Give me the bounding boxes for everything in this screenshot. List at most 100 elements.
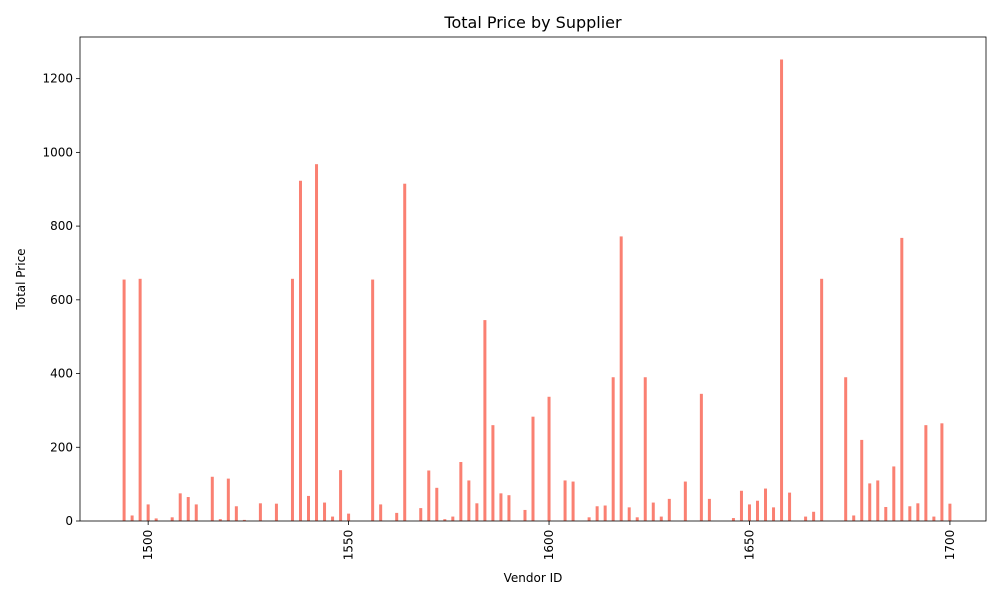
bar-vendor-1518 [218,519,222,521]
bar-vendor-1616 [611,377,615,521]
bar-vendor-1652 [756,500,759,521]
bar-vendor-1544 [323,502,327,521]
y-axis-label: Total Price [14,248,28,310]
bar-vendor-1654 [764,488,768,521]
bar-vendor-1564 [403,183,407,521]
bar-vendor-1676 [852,515,856,521]
bar-vendor-1614 [603,505,607,521]
bar-vendor-1512 [194,504,198,521]
bar-vendor-1498 [138,278,142,521]
bar-vendor-1510 [186,497,190,521]
bar-vendor-1658 [780,59,784,522]
bar-vendor-1646 [731,518,735,521]
bar-vendor-1588 [499,493,503,521]
x-tick-label: 1700 [943,530,957,561]
bar-vendor-1692 [916,503,920,521]
bar-vendor-1580 [467,480,471,521]
y-tick-label: 200 [50,440,73,454]
bar-vendor-1548 [339,470,343,521]
bar-vendor-1664 [804,516,808,521]
bar-vendor-1570 [427,470,431,521]
y-axis-ticks: 0 200 400 600 800 1000 1200 [42,72,80,528]
bar-vendor-1532 [274,503,278,521]
bar-vendor-1500 [146,504,150,521]
y-tick-label: 400 [50,367,73,381]
bar-vendor-1546 [331,516,335,521]
bar-vendor-1698 [940,423,944,521]
bar-vendor-1624 [643,377,647,521]
bar-vendor-1584 [483,320,487,521]
bar-vendor-1604 [563,480,567,521]
bar-vendor-1688 [900,237,904,521]
bar-vendor-1622 [635,517,639,521]
x-tick-label: 1550 [342,530,356,561]
plot-frame [79,36,987,522]
x-tick-label: 1500 [141,530,155,561]
bar-vendor-1596 [531,416,535,521]
bar-vendor-1626 [651,502,655,521]
bar-vendor-1562 [395,512,399,521]
bar-vendor-1582 [475,503,479,521]
bar-vendor-1508 [178,493,182,521]
bar-vendor-1594 [523,509,527,521]
bar-vendor-1574 [443,519,447,521]
bar-vendor-1516 [210,476,214,521]
bar-vendor-1686 [892,466,896,521]
x-axis-label: Vendor ID [504,571,563,585]
bar-group [122,59,952,522]
bar-vendor-1696 [932,516,936,521]
bar-vendor-1586 [491,425,495,521]
bar-vendor-1668 [820,278,824,521]
x-tick-label: 1650 [742,530,756,561]
bar-vendor-1666 [812,511,816,521]
x-tick-label: 1600 [542,530,556,561]
bar-vendor-1618 [619,236,623,522]
bar-vendor-1572 [435,487,439,521]
y-tick-label: 1200 [42,72,73,86]
bar-vendor-1684 [884,506,888,521]
bar-vendor-1540 [307,495,310,521]
bar-vendor-1496 [130,515,134,521]
bar-vendor-1640 [707,498,711,521]
bar-vendor-1506 [170,517,174,521]
bar-vendor-1680 [868,483,872,521]
bar-vendor-1638 [699,393,703,521]
bar-vendor-1694 [924,425,928,521]
bar-vendor-1558 [379,504,383,521]
bar-vendor-1538 [298,180,302,521]
x-axis-ticks: 1500 1550 1600 1650 1700 [141,521,957,560]
bar-vendor-1630 [667,498,671,521]
y-tick-label: 0 [65,514,73,528]
bar-vendor-1568 [419,508,423,521]
bar-vendor-1620 [627,507,631,521]
bar-vendor-1648 [739,490,743,521]
bar-vendor-1606 [571,481,575,521]
bar-vendor-1520 [226,478,230,521]
bar-vendor-1660 [788,492,792,521]
bar-vendor-1528 [258,503,262,521]
bar-vendor-1524 [242,519,246,521]
bar-vendor-1650 [747,504,751,521]
chart-title: Total Price by Supplier [443,13,622,32]
bar-vendor-1522 [234,506,238,521]
bar-vendor-1690 [908,506,912,521]
bar-vendor-1556 [371,279,375,521]
bar-vendor-1634 [683,481,687,521]
bar-vendor-1578 [459,462,463,521]
bar-vendor-1674 [844,377,848,521]
y-tick-label: 1000 [42,145,73,159]
bar-vendor-1628 [659,516,663,521]
bar-vendor-1542 [315,164,319,522]
bar-vendor-1610 [587,517,591,521]
y-tick-label: 800 [50,219,73,233]
bar-vendor-1590 [507,495,511,521]
bar-vendor-1656 [772,507,776,521]
bar-vendor-1612 [595,506,599,521]
bar-vendor-1678 [860,439,864,521]
bar-vendor-1700 [948,503,952,521]
bar-vendor-1576 [451,516,455,521]
bar-vendor-1600 [547,396,551,521]
bar-vendor-1536 [290,278,294,521]
